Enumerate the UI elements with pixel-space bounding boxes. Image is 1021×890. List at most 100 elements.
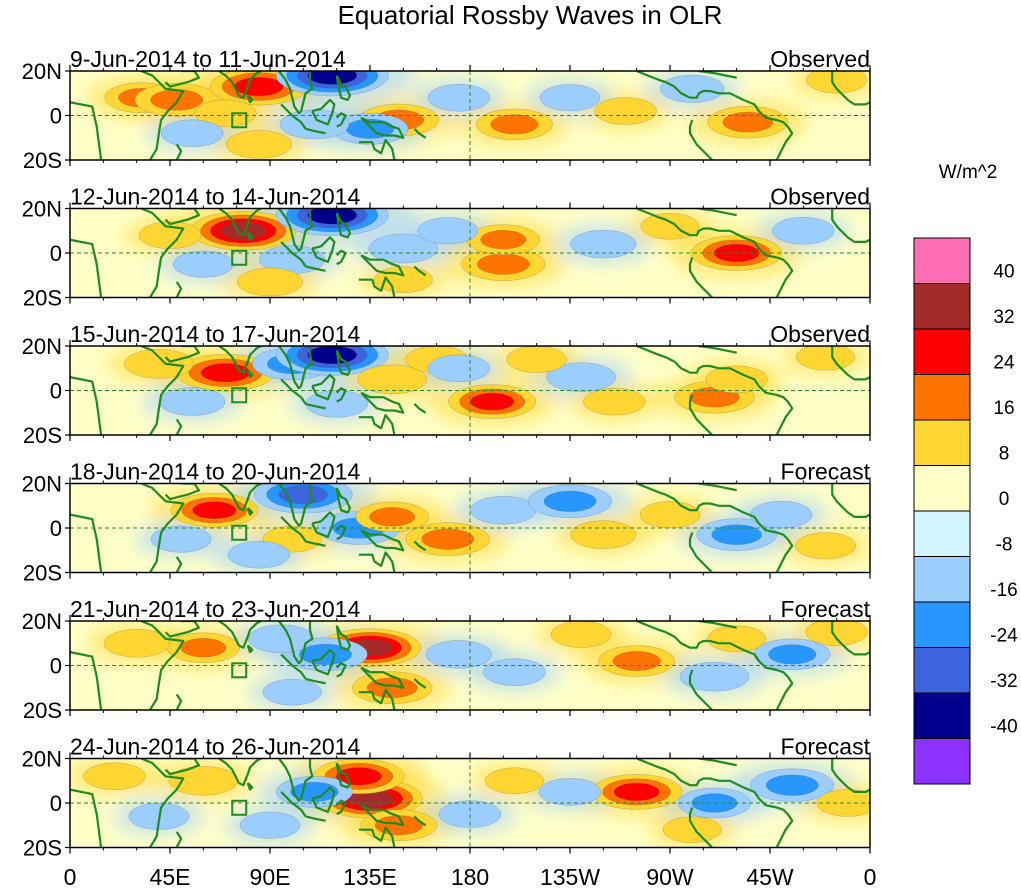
colorbar-swatch: [913, 419, 971, 466]
box-marker: [231, 249, 248, 266]
colorbar-tick-label: -32: [990, 671, 1017, 692]
anomaly-contour: [103, 629, 170, 658]
y-tick-label: 20N: [22, 747, 62, 772]
box-marker: [231, 799, 248, 816]
colorbar-tick-label: 40: [993, 262, 1014, 283]
y-tick-label: 0: [50, 241, 62, 266]
y-tick-label: 20N: [22, 59, 62, 84]
colorbar-swatch: [913, 692, 971, 739]
anomaly-contour: [506, 346, 567, 373]
anomaly-contour: [583, 387, 646, 416]
colorbar-swatch: [913, 510, 971, 557]
colorbar-swatch: [913, 328, 971, 375]
anomaly-contour: [83, 762, 146, 790]
anomaly-contour: [220, 222, 267, 240]
anomaly-contour: [612, 651, 661, 671]
anomaly-contour: [543, 490, 597, 512]
coastlines: [70, 758, 870, 848]
anomaly-contour: [138, 221, 202, 249]
panel-status: Forecast: [781, 596, 871, 622]
anomaly-contour: [490, 114, 539, 135]
anomaly-contour: [772, 217, 835, 245]
colorbar-tick-label: 32: [993, 307, 1014, 328]
y-tick-label: 0: [50, 104, 62, 129]
y-tick-label: 20N: [22, 197, 62, 222]
anomaly-field: [87, 621, 870, 710]
y-tick-label: 20S: [23, 423, 62, 448]
anomaly-contour: [483, 658, 546, 686]
anomaly-contour: [225, 130, 292, 159]
y-tick-label: 20N: [22, 472, 62, 497]
y-tick-label: 20S: [23, 286, 62, 311]
box-marker: [231, 662, 248, 679]
anomaly-contour: [168, 766, 239, 796]
colorbar-tick-label: 0: [999, 489, 1010, 510]
x-tick-label: 45W: [746, 864, 794, 890]
panel-status: Observed: [770, 321, 870, 347]
anomaly-contour: [227, 541, 291, 569]
anomaly-contour: [765, 774, 819, 796]
colorbar-swatch: [913, 237, 971, 284]
panel: 20N 0 20S 21-Jun-2014 to 23-Jun-2014 Forecas…: [22, 596, 871, 723]
y-tick-label: 20S: [23, 148, 62, 173]
anomaly-contour: [480, 230, 527, 250]
anomaly-contour: [639, 501, 701, 529]
coastlines: [70, 621, 870, 710]
anomaly-field: [107, 346, 870, 426]
x-tick-label: 135E: [343, 864, 397, 890]
anomaly-contour: [161, 119, 224, 148]
anomaly-contour: [805, 621, 868, 646]
chart-title: Equatorial Rossby Waves in OLR: [338, 0, 723, 30]
y-tick-label: 0: [50, 791, 62, 816]
anomaly-contour: [150, 525, 212, 553]
colorbar-tick-label: -40: [990, 717, 1017, 738]
x-axis: 0 45E 90E 135E 180 135W 90W 45W 0: [64, 864, 877, 890]
anomaly-contour: [150, 89, 203, 111]
y-tick-label: 0: [50, 654, 62, 679]
panel-date-range: 12-Jun-2014 to 14-Jun-2014: [70, 184, 360, 210]
coastlines: [70, 208, 870, 298]
colorbar-tick-label: 8: [999, 444, 1010, 465]
panel: 20N 0 20S 18-Jun-2014 to 20-Jun-2014 Forecas…: [22, 459, 871, 586]
box-marker: [231, 524, 248, 541]
y-tick-label: 20S: [23, 561, 62, 586]
y-tick-label: 20N: [22, 609, 62, 634]
box-marker: [231, 387, 248, 404]
anomaly-contour: [707, 625, 767, 652]
anomaly-contour: [192, 501, 237, 519]
anomaly-field: [86, 71, 870, 160]
anomaly-contour: [421, 528, 475, 550]
x-tick-label: 90E: [250, 864, 291, 890]
colorbar-tick-label: 16: [993, 398, 1014, 419]
anomaly-contour: [262, 679, 322, 706]
panel-status: Forecast: [781, 459, 871, 485]
y-tick-label: 20S: [23, 698, 62, 723]
anomaly-contour: [194, 99, 257, 127]
colorbar-tick-label: -16: [990, 580, 1017, 601]
x-tick-label: 90W: [646, 864, 694, 890]
anomaly-contour: [335, 767, 382, 786]
anomaly-contour: [539, 84, 601, 112]
anomaly-contour: [417, 217, 479, 245]
anomaly-contour: [796, 346, 855, 371]
anomaly-contour: [368, 233, 439, 264]
anomaly-contour: [124, 349, 194, 379]
colorbar-swatch: [913, 738, 971, 785]
anomaly-contour: [613, 782, 660, 801]
x-tick-label: 0: [64, 864, 77, 890]
panel-date-range: 9-Jun-2014 to 11-Jun-2014: [70, 46, 346, 72]
anomaly-contour: [768, 644, 817, 665]
anomaly-contour: [427, 354, 491, 382]
anomaly-field: [70, 758, 870, 848]
x-tick-label: 135W: [540, 864, 600, 890]
anomaly-contour: [570, 229, 637, 259]
anomaly-contour: [239, 811, 301, 839]
anomaly-contour: [806, 71, 867, 94]
anomaly-contour: [538, 778, 602, 806]
anomaly-contour: [660, 74, 725, 103]
anomaly-contour: [369, 507, 416, 527]
anomaly-contour: [470, 392, 515, 411]
colorbar-swatch: [913, 556, 971, 603]
anomaly-contour: [705, 365, 768, 394]
